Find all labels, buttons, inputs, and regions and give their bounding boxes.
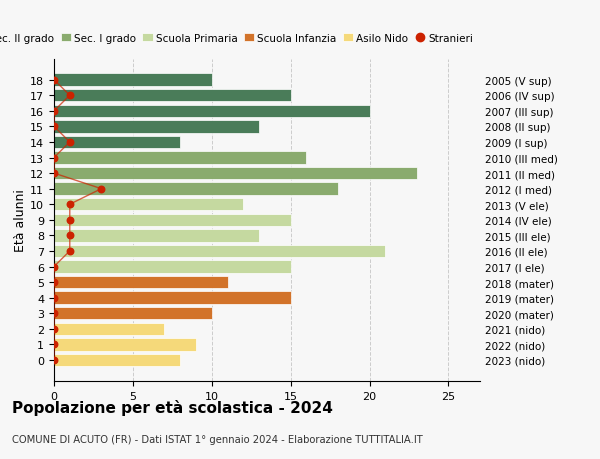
Bar bbox=[54, 136, 180, 149]
Bar bbox=[54, 106, 370, 118]
Point bbox=[65, 139, 74, 146]
Point bbox=[97, 185, 106, 193]
Bar bbox=[54, 183, 338, 196]
Point bbox=[65, 217, 74, 224]
Point bbox=[49, 263, 59, 271]
Bar bbox=[54, 338, 196, 351]
Point bbox=[65, 232, 74, 240]
Bar bbox=[54, 74, 212, 87]
Legend: Sec. II grado, Sec. I grado, Scuola Primaria, Scuola Infanzia, Asilo Nido, Stran: Sec. II grado, Sec. I grado, Scuola Prim… bbox=[0, 29, 477, 48]
Bar bbox=[54, 292, 290, 304]
Bar bbox=[54, 121, 259, 133]
Point bbox=[49, 294, 59, 302]
Y-axis label: Età alunni: Età alunni bbox=[14, 189, 28, 252]
Point bbox=[49, 123, 59, 131]
Point bbox=[65, 248, 74, 255]
Bar bbox=[54, 90, 290, 102]
Text: COMUNE DI ACUTO (FR) - Dati ISTAT 1° gennaio 2024 - Elaborazione TUTTITALIA.IT: COMUNE DI ACUTO (FR) - Dati ISTAT 1° gen… bbox=[12, 434, 423, 444]
Bar bbox=[54, 354, 180, 366]
Point bbox=[65, 92, 74, 100]
Point bbox=[49, 310, 59, 317]
Bar bbox=[54, 308, 212, 320]
Bar bbox=[54, 214, 290, 227]
Point bbox=[49, 279, 59, 286]
Point bbox=[49, 357, 59, 364]
Point bbox=[49, 108, 59, 115]
Bar bbox=[54, 323, 164, 335]
Point bbox=[49, 325, 59, 333]
Bar bbox=[54, 152, 307, 164]
Bar bbox=[54, 261, 290, 273]
Point bbox=[65, 201, 74, 208]
Text: Popolazione per età scolastica - 2024: Popolazione per età scolastica - 2024 bbox=[12, 399, 333, 415]
Point bbox=[49, 77, 59, 84]
Bar bbox=[54, 199, 244, 211]
Point bbox=[49, 155, 59, 162]
Bar bbox=[54, 168, 417, 180]
Bar bbox=[54, 230, 259, 242]
Bar bbox=[54, 276, 227, 289]
Point bbox=[49, 341, 59, 348]
Bar bbox=[54, 245, 385, 257]
Point bbox=[49, 170, 59, 177]
